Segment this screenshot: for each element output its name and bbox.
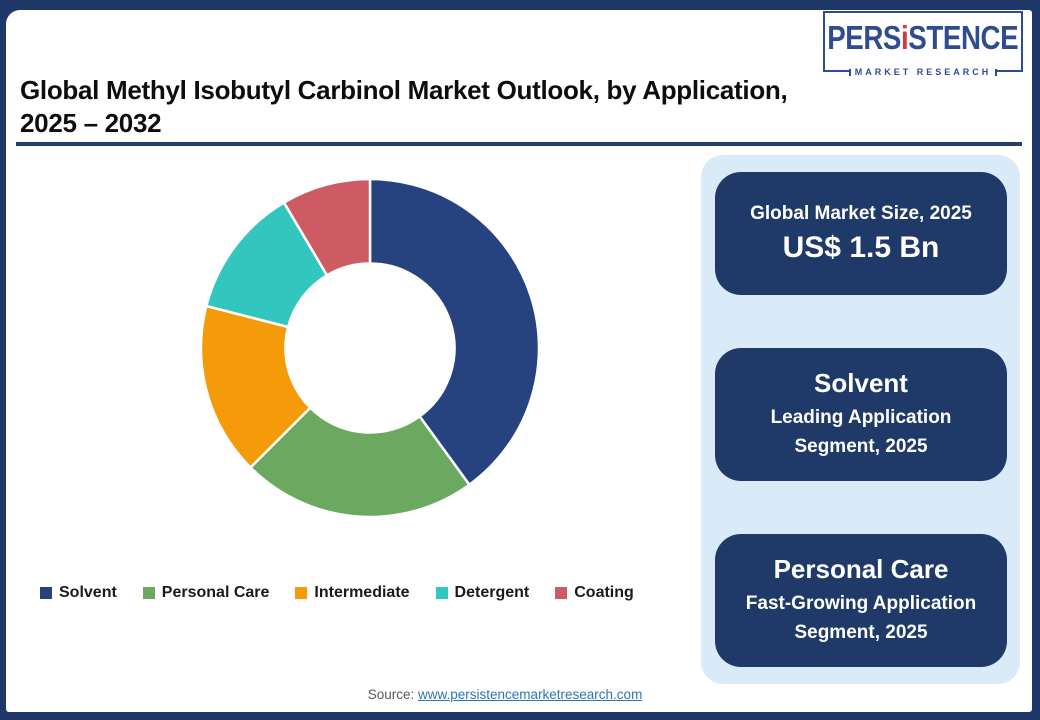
legend-swatch-intermediate — [295, 587, 308, 599]
legend-label-solvent: Solvent — [59, 584, 117, 601]
market-size-value: US$ 1.5 Bn — [782, 230, 940, 264]
legend-item-detergent: Detergent — [435, 584, 530, 602]
legend-swatch-coating — [555, 587, 568, 599]
market-size-label: Global Market Size, 2025 — [750, 202, 972, 224]
page-title-line1: Global Methyl Isobutyl Carbinol Market O… — [20, 75, 788, 105]
market-size-card: Global Market Size, 2025 US$ 1.5 Bn — [715, 172, 1007, 295]
persistence-logo: PERSiSTENCE MARKET RESEARCH — [823, 11, 1023, 77]
donut-segment-personal-care — [248, 405, 472, 519]
donut-segment-coating — [282, 177, 372, 277]
fast-growing-segment-card: Personal Care Fast-Growing Application S… — [715, 534, 1007, 667]
brand-tagline-row: MARKET RESEARCH — [829, 67, 1017, 77]
donut-chart-container — [199, 177, 541, 519]
tagline-left-tick — [848, 68, 851, 76]
brand-wordmark: PERSiSTENCE — [827, 21, 1018, 62]
brand-suffix: STENCE — [908, 19, 1019, 56]
highlights-panel: Global Market Size, 2025 US$ 1.5 Bn Solv… — [701, 155, 1020, 684]
legend-swatch-personal-care — [142, 587, 155, 599]
legend-label-intermediate: Intermediate — [314, 584, 410, 601]
brand-tagline: MARKET RESEARCH — [850, 67, 996, 77]
legend-label-detergent: Detergent — [454, 584, 530, 601]
source-link[interactable]: www.persistencemarketresearch.com — [417, 687, 643, 702]
donut-segment-solvent — [368, 177, 541, 487]
leading-segment-label: Leading Application Segment, 2025 — [770, 407, 952, 457]
legend-item-intermediate: Intermediate — [295, 584, 410, 602]
legend-label-personal-care: Personal Care — [161, 584, 270, 601]
donut-chart — [199, 177, 541, 519]
legend-item-solvent: Solvent — [40, 584, 117, 602]
source-row: Source: www.persistencemarketresearch.co… — [0, 687, 1010, 702]
page-title: Global Methyl Isobutyl Carbinol Market O… — [20, 74, 900, 140]
page-title-line2: 2025 – 2032 — [20, 108, 162, 138]
donut-segment-intermediate — [199, 304, 313, 470]
tagline-right-tick — [995, 68, 998, 76]
legend-item-personal-care: Personal Care — [142, 584, 270, 602]
legend-item-coating: Coating — [555, 584, 634, 602]
leading-segment-name: Solvent — [814, 368, 908, 398]
fast-growing-segment-name: Personal Care — [773, 554, 949, 584]
leading-segment-card: Solvent Leading Application Segment, 202… — [715, 348, 1007, 481]
brand-letter-i: i — [901, 19, 909, 56]
title-divider-rule — [16, 142, 1022, 146]
source-label: Source: — [367, 687, 415, 702]
fast-growing-segment-label: Fast-Growing Application Segment, 2025 — [745, 593, 977, 643]
legend-label-coating: Coating — [574, 584, 634, 601]
legend-swatch-detergent — [435, 587, 448, 599]
chart-legend: Solvent Personal Care Intermediate Deter… — [40, 584, 705, 602]
legend-swatch-solvent — [40, 587, 52, 599]
brand-prefix: PERS — [827, 19, 902, 56]
